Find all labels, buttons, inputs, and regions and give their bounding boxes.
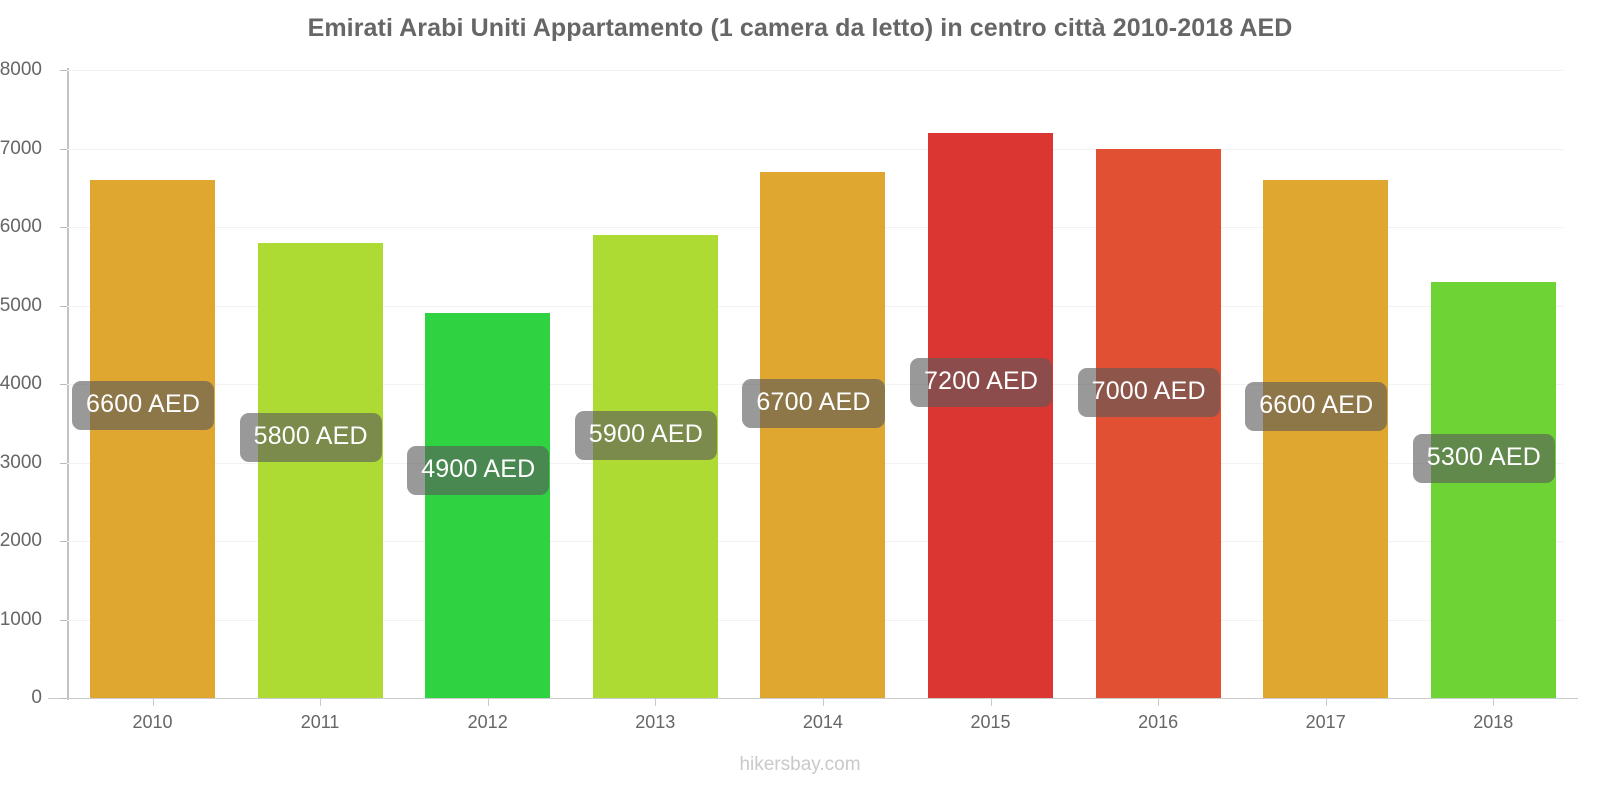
y-axis-tick-label: 2000 xyxy=(0,530,42,551)
x-axis-tick-mark xyxy=(990,698,992,706)
x-axis-tick-label-2013: 2013 xyxy=(635,712,676,732)
gridline xyxy=(67,698,1563,699)
x-axis-tick-mark xyxy=(1158,698,1160,706)
x-axis-tick-label-2015: 2015 xyxy=(970,712,1011,732)
gridline xyxy=(67,148,1563,150)
source-credit: hikersbay.com xyxy=(739,754,861,775)
value-label-2012: 4900 AED xyxy=(407,446,550,495)
plot-area xyxy=(67,70,1563,699)
bar-2017[interactable] xyxy=(1263,179,1389,698)
bar-2013[interactable] xyxy=(592,234,718,698)
bar-2012[interactable] xyxy=(425,313,551,698)
y-axis-tick-mark xyxy=(60,148,67,150)
x-axis-tick-label-2016: 2016 xyxy=(1138,712,1179,732)
y-axis-tick-label: 0 xyxy=(31,687,42,708)
x-axis-tick-mark xyxy=(822,698,824,706)
x-axis-tick-label-2017: 2017 xyxy=(1305,712,1346,732)
y-axis-tick-label: 7000 xyxy=(0,137,42,159)
value-label-2016: 7000 AED xyxy=(1077,368,1220,417)
y-axis-tick-mark xyxy=(60,462,67,464)
y-axis-tick-mark xyxy=(60,619,67,621)
x-axis-tick-label-2014: 2014 xyxy=(802,712,843,732)
bar-2018[interactable] xyxy=(1430,281,1556,698)
value-label-2014: 6700 AED xyxy=(742,379,885,428)
y-axis-tick-label: 4000 xyxy=(0,373,42,394)
bar-2016[interactable] xyxy=(1095,148,1221,698)
value-label-2015: 7200 AED xyxy=(910,358,1053,407)
y-axis-tick-mark xyxy=(60,384,67,385)
y-axis-tick-mark xyxy=(60,698,67,699)
gridline xyxy=(67,70,1563,71)
x-axis-tick-mark xyxy=(487,698,489,706)
bar-2015[interactable] xyxy=(928,132,1053,698)
value-label-2013: 5900 AED xyxy=(574,411,717,460)
x-axis-tick-mark xyxy=(320,698,322,706)
bar-2014[interactable] xyxy=(760,172,886,698)
y-axis-tick-label: 8000 xyxy=(0,59,42,80)
y-axis-tick-label: 3000 xyxy=(0,451,42,473)
value-label-2018: 5300 AED xyxy=(1412,434,1555,483)
x-axis-tick-mark xyxy=(152,698,154,706)
x-axis-tick-mark xyxy=(1325,698,1327,706)
y-axis-tick-label: 6000 xyxy=(0,216,42,237)
y-axis-tick-label: 1000 xyxy=(0,608,42,630)
x-axis-tick-label-2010: 2010 xyxy=(132,712,173,732)
x-axis-tick-label-2018: 2018 xyxy=(1473,712,1514,732)
x-axis-tick-label-2011: 2011 xyxy=(300,712,340,732)
x-axis-tick-mark xyxy=(655,698,657,706)
y-axis-tick-mark xyxy=(60,305,67,307)
y-axis-tick-mark xyxy=(60,541,67,542)
x-axis-tick-mark xyxy=(1493,698,1495,706)
value-label-2011: 5800 AED xyxy=(239,413,382,462)
bar-2010[interactable] xyxy=(90,179,215,698)
x-axis-tick-label-2012: 2012 xyxy=(467,712,508,732)
chart-title: Emirati Arabi Uniti Appartamento (1 came… xyxy=(307,14,1293,42)
y-axis-tick-mark xyxy=(60,227,67,228)
y-axis-tick-mark xyxy=(60,70,67,71)
bar-2011[interactable] xyxy=(257,242,383,698)
y-axis-tick-label: 5000 xyxy=(0,294,42,316)
value-label-2017: 6600 AED xyxy=(1245,382,1388,431)
value-label-2010: 6600 AED xyxy=(72,381,215,430)
